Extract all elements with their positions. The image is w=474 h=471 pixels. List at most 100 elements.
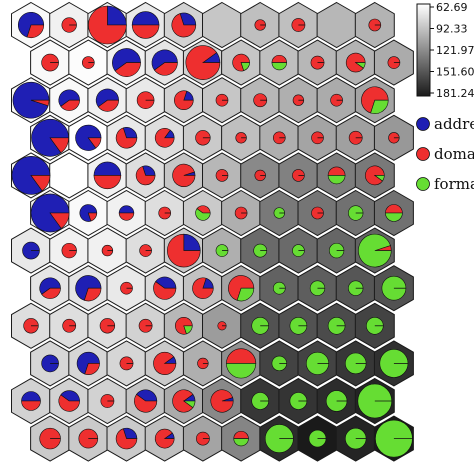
colorbar-ticks: 62.69 92.33 121.97 151.60 181.24 [430, 1, 474, 100]
pie-slice [75, 275, 102, 301]
legend-label: addres [434, 115, 474, 133]
hex-cell [202, 1, 242, 49]
pie-glyph [120, 281, 133, 295]
pie-glyph [254, 169, 266, 182]
pie-glyph [233, 431, 249, 447]
pie-slice [354, 62, 366, 69]
colorbar-tick-label: 92.33 [436, 23, 468, 36]
colorbar-gradient [416, 3, 431, 97]
pie-glyph [138, 318, 153, 333]
pie-slice [370, 99, 389, 114]
pie-slice [361, 86, 389, 114]
pie-glyph [273, 207, 285, 219]
pie-slice [87, 137, 102, 149]
pie-glyph [381, 275, 407, 301]
legend: addres domai forma [416, 115, 474, 193]
pie-slice [21, 400, 41, 411]
pie-glyph [61, 17, 77, 33]
pie-glyph [358, 233, 392, 268]
pie-slice [210, 389, 234, 413]
legend-swatch [416, 177, 430, 191]
pie-glyph [308, 429, 327, 448]
pie-glyph [185, 45, 221, 80]
pie-slice [26, 24, 45, 38]
pie-slice [151, 49, 178, 71]
pie-slice [107, 5, 127, 26]
pie-glyph [234, 206, 248, 220]
pie-glyph [217, 321, 227, 331]
pie-glyph [151, 49, 178, 76]
pie-slice [196, 205, 211, 214]
pie-glyph [232, 53, 250, 72]
pie-glyph [348, 205, 364, 221]
pie-slice [118, 205, 135, 214]
pie-glyph [387, 56, 401, 69]
pie-slice [115, 428, 138, 450]
pie-glyph [75, 124, 102, 151]
pie-slice [153, 351, 177, 375]
pie-glyph [112, 48, 141, 77]
pie-slice [167, 233, 201, 268]
pie-slice [118, 212, 135, 221]
pie-glyph [215, 244, 229, 257]
pie-slice [153, 281, 177, 300]
pie-slice [135, 165, 156, 186]
pie-glyph [76, 351, 100, 375]
pie-slice [232, 53, 250, 72]
pie-glyph [195, 130, 211, 146]
pie-glyph [226, 348, 257, 379]
pie-glyph [361, 86, 389, 114]
pie-slice [95, 88, 119, 108]
pie-slice [39, 277, 61, 295]
pie-glyph [22, 241, 40, 260]
pie-slice [155, 276, 177, 289]
pie-glyph [88, 5, 127, 45]
pie-glyph [368, 18, 382, 32]
pie-slice [228, 275, 255, 301]
pie-glyph [95, 88, 119, 112]
pie-slice [192, 277, 214, 299]
pie-glyph [58, 390, 80, 412]
pie-glyph [344, 352, 367, 375]
pie-slice [195, 208, 211, 221]
pie-glyph [101, 244, 114, 257]
pie-slice [93, 175, 122, 190]
pie-glyph [23, 318, 39, 334]
pie-slice [327, 166, 346, 176]
pie-glyph [388, 132, 400, 144]
hex-cell [49, 152, 90, 199]
pie-glyph [131, 11, 160, 39]
pie-glyph [291, 18, 306, 32]
colorbar-tick-label: 151.60 [436, 66, 474, 79]
pie-glyph [210, 389, 234, 413]
pie-slice [385, 204, 403, 214]
pie-glyph [344, 427, 367, 450]
pie-slice [58, 394, 80, 412]
pie-glyph [365, 165, 385, 186]
pie-glyph [215, 169, 229, 182]
colorbar-tick-label: 181.24 [436, 87, 474, 100]
pie-glyph [311, 131, 324, 145]
pie-glyph [292, 169, 305, 182]
pie-glyph [196, 431, 210, 446]
pie-slice [88, 5, 127, 45]
pie-glyph [235, 132, 247, 144]
pie-glyph [264, 424, 294, 453]
pie-slice [175, 317, 193, 335]
pie-glyph [254, 19, 266, 31]
pie-glyph [375, 419, 413, 458]
pie-slice [93, 161, 122, 176]
pie-glyphs [11, 5, 413, 458]
pie-glyph [41, 354, 59, 373]
pie-slice [30, 175, 51, 192]
pie-glyph [271, 355, 287, 372]
pie-slice [97, 99, 119, 112]
pie-glyph [134, 389, 158, 413]
pie-slice [385, 212, 403, 222]
pie-glyph [81, 56, 95, 69]
pie-slice [60, 99, 80, 111]
pie-glyph [251, 317, 269, 335]
pie-slice [182, 400, 196, 409]
pie-glyph [253, 93, 268, 108]
pie-slice [358, 233, 392, 268]
